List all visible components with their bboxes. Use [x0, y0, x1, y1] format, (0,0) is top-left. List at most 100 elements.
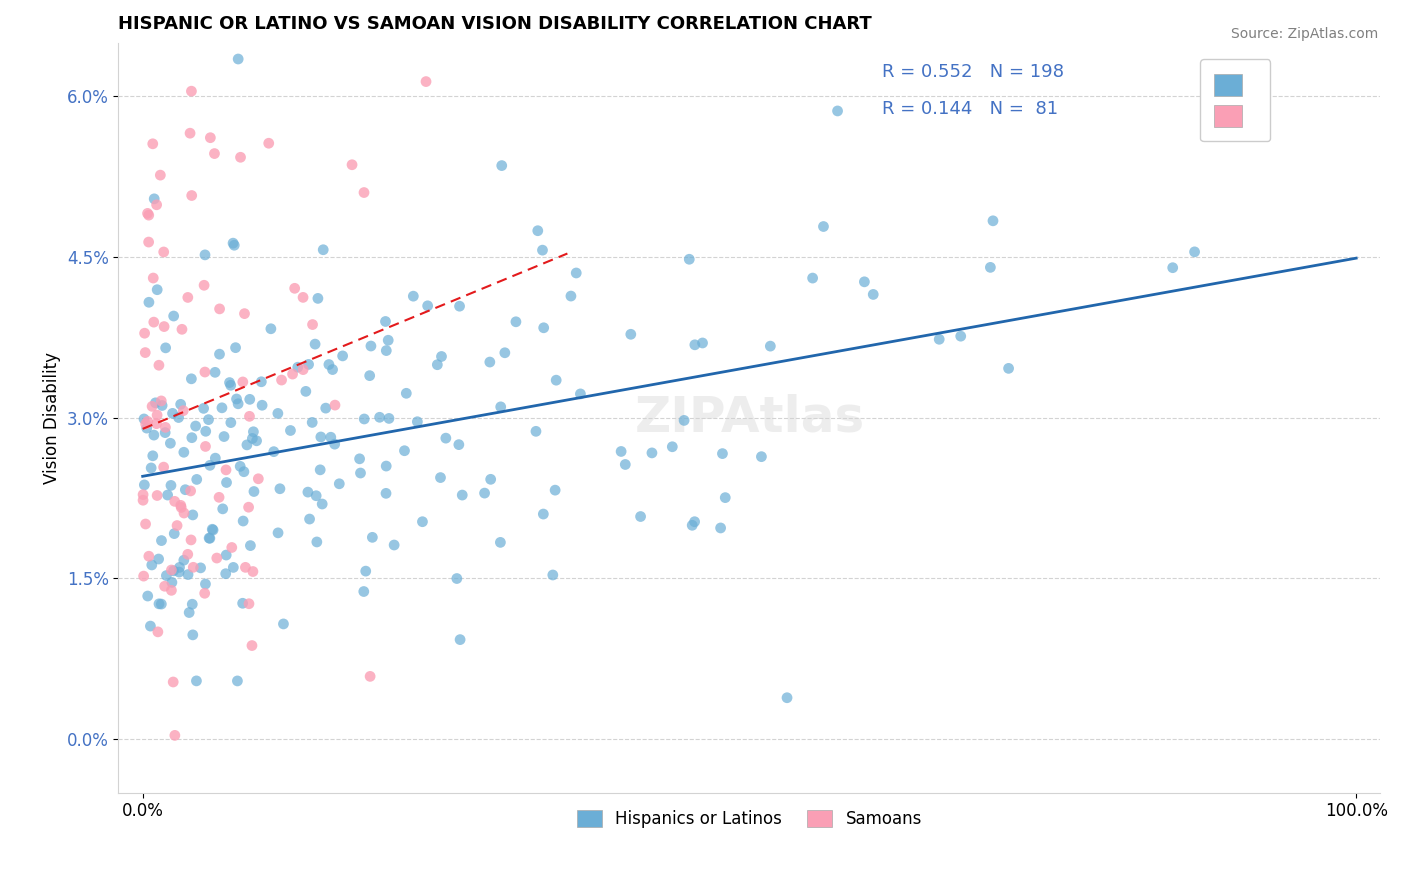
Point [242, 565, 264, 579]
Point [172, 403, 194, 417]
Point [226, 52, 249, 66]
Point [340, 158, 363, 172]
Point [449, 299, 471, 313]
Point [180, 188, 202, 202]
Point [204, 146, 226, 161]
Point [711, 447, 734, 461]
Point [221, 541, 243, 555]
Point [208, 491, 231, 505]
Point [429, 470, 451, 484]
Point [232, 596, 254, 610]
Point [305, 535, 328, 549]
Point [270, 373, 292, 387]
Point [292, 362, 315, 376]
Point [681, 518, 703, 533]
Point [349, 466, 371, 480]
Point [146, 283, 169, 297]
Point [145, 198, 167, 212]
Point [153, 319, 176, 334]
Point [240, 432, 263, 446]
Point [141, 400, 163, 414]
Point [531, 243, 554, 257]
Point [273, 616, 295, 631]
Point [292, 290, 315, 304]
Point [150, 597, 173, 611]
Point [267, 525, 290, 540]
Point [162, 675, 184, 690]
Point [225, 392, 247, 406]
Point [141, 461, 163, 475]
Point [304, 337, 326, 351]
Point [159, 436, 181, 450]
Point [997, 361, 1019, 376]
Point [673, 413, 696, 427]
Point [630, 509, 652, 524]
Point [250, 398, 273, 412]
Point [177, 567, 200, 582]
Text: R = 0.144   N =  81: R = 0.144 N = 81 [882, 100, 1059, 118]
Point [560, 289, 582, 303]
Point [853, 275, 876, 289]
Point [132, 488, 155, 502]
Point [193, 278, 215, 293]
Point [211, 401, 233, 415]
Point [200, 130, 222, 145]
Point [323, 398, 346, 412]
Point [489, 535, 512, 549]
Point [184, 419, 207, 434]
Point [239, 539, 262, 553]
Point [215, 475, 238, 490]
Point [377, 333, 399, 347]
Point [229, 150, 252, 164]
Point [138, 549, 160, 564]
Point [374, 314, 396, 328]
Point [236, 438, 259, 452]
Point [162, 564, 184, 578]
Point [163, 494, 186, 508]
Point [238, 409, 260, 424]
Point [524, 425, 547, 439]
Point [233, 307, 256, 321]
Point [134, 478, 156, 492]
Point [205, 551, 228, 566]
Point [194, 439, 217, 453]
Point [198, 531, 221, 545]
Point [232, 465, 254, 479]
Point [211, 501, 233, 516]
Point [173, 445, 195, 459]
Point [641, 446, 664, 460]
Point [759, 339, 782, 353]
Point [149, 168, 172, 182]
Point [661, 440, 683, 454]
Point [683, 515, 706, 529]
Point [353, 412, 375, 426]
Point [382, 538, 405, 552]
Point [160, 575, 183, 590]
Point [250, 375, 273, 389]
Point [166, 518, 188, 533]
Point [378, 411, 401, 425]
Point [139, 619, 162, 633]
Point [180, 431, 202, 445]
Point [181, 560, 204, 574]
Point [307, 292, 329, 306]
Point [309, 430, 332, 444]
Point [541, 568, 564, 582]
Point [163, 309, 186, 323]
Point [156, 488, 179, 502]
Point [359, 669, 381, 683]
Point [505, 315, 527, 329]
Point [565, 266, 588, 280]
Point [169, 560, 191, 574]
Point [240, 639, 263, 653]
Point [132, 493, 155, 508]
Point [489, 400, 512, 414]
Point [491, 159, 513, 173]
Point [186, 673, 208, 688]
Point [827, 103, 849, 118]
Point [813, 219, 835, 234]
Point [361, 530, 384, 544]
Point [180, 533, 202, 547]
Point [208, 347, 231, 361]
Point [267, 406, 290, 420]
